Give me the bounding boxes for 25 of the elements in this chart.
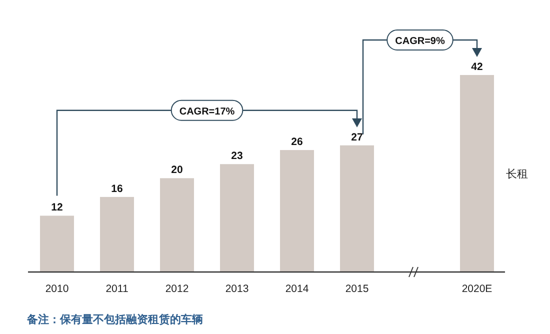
- x-tick-label: 2010: [45, 283, 69, 295]
- bar: [220, 164, 254, 272]
- data-label: 20: [171, 164, 183, 176]
- data-label: 23: [231, 150, 243, 162]
- x-tick-label: 2020E: [462, 283, 492, 295]
- bar: [100, 196, 134, 272]
- data-label: 26: [291, 136, 303, 148]
- bar: [40, 216, 74, 272]
- series-label: 长租: [506, 168, 528, 180]
- data-label: 27: [351, 131, 363, 144]
- x-tick-label: 2011: [106, 283, 128, 295]
- bar: [280, 150, 314, 272]
- data-label: 12: [51, 202, 63, 214]
- text: 备注：保有量不包括融资租赁的车辆: [26, 313, 203, 326]
- annotation: CAGR=17%: [179, 106, 235, 118]
- x-tick-label: 2014: [285, 283, 309, 295]
- x-tick-label: 2015: [345, 283, 369, 295]
- data-label: 16: [111, 182, 123, 195]
- data-label: 42: [471, 61, 483, 73]
- x-tick-label: 2013: [225, 283, 249, 295]
- x-tick-label: 2012: [165, 283, 189, 295]
- bar: [340, 145, 374, 272]
- bar: [160, 178, 194, 272]
- text: CAGR=9%: [395, 36, 445, 47]
- bar: [460, 75, 494, 272]
